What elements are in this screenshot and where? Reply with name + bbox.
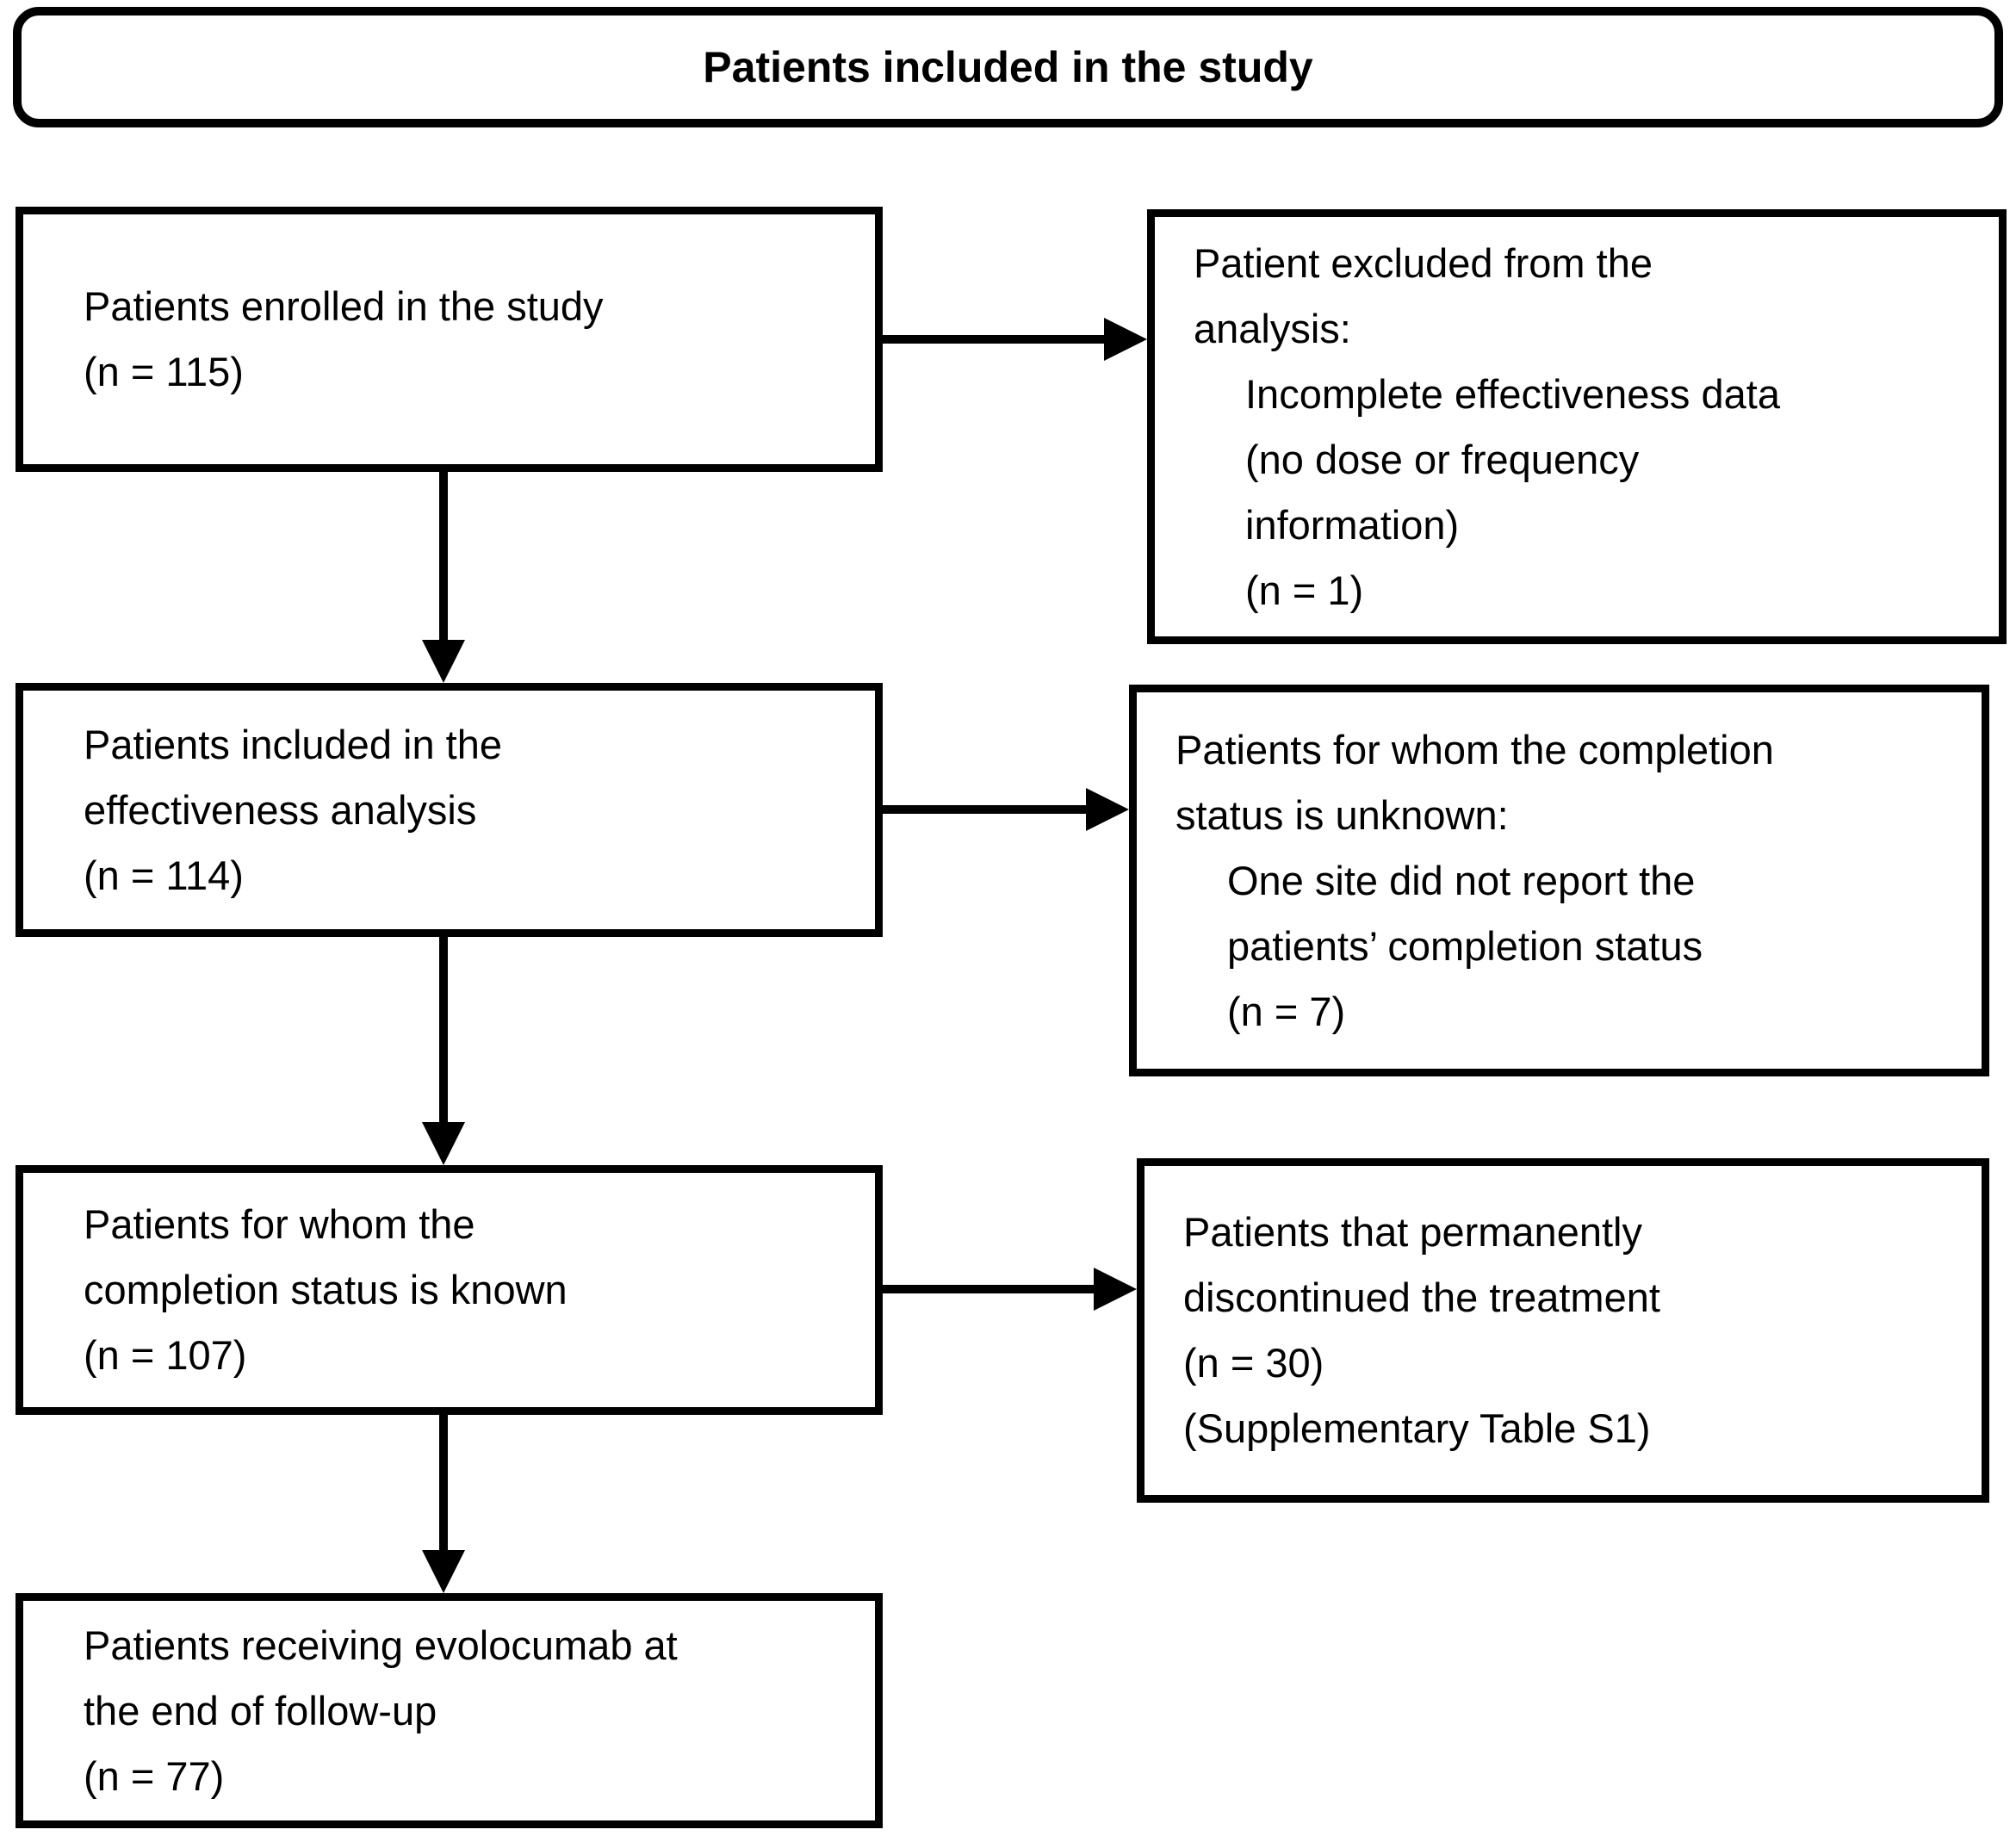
box-n-value: (n = 114) [84, 852, 244, 898]
arrow-known-to-discontinued [882, 1268, 1137, 1311]
box-patient-excluded: Patient excluded from the analysis: Inco… [1147, 209, 2007, 644]
box-n-value: (n = 107) [84, 1332, 247, 1378]
box-text-line: Patients enrolled in the study [84, 283, 604, 329]
box-text-line: status is unknown: [1175, 791, 1509, 838]
box-n-value: (n = 77) [84, 1752, 225, 1799]
box-text-line: the end of follow-up [84, 1687, 437, 1733]
box-completion-status-unknown: Patients for whom the completion status … [1129, 685, 1989, 1076]
arrow-effectiveness-to-unknown [882, 788, 1129, 831]
box-n-value: (n = 115) [84, 349, 244, 394]
box-text-line: completion status is known [84, 1267, 568, 1312]
box-receiving-evolocumab: Patients receiving evolocumab at the end… [16, 1593, 883, 1828]
box-text-line: Patients receiving evolocumab at [84, 1622, 678, 1668]
box-note-line: (Supplementary Table S1) [1183, 1405, 1651, 1451]
box-patients-enrolled: Patients enrolled in the study (n = 115) [16, 207, 883, 472]
box-text-line: Patient excluded from the [1194, 239, 1653, 286]
box-reason-line: information) [1245, 501, 1460, 548]
box-text-line: Patients for whom the completion [1175, 726, 1774, 772]
box-effectiveness-analysis: Patients included in the effectiveness a… [16, 683, 883, 937]
box-n-value: (n = 1) [1245, 567, 1364, 613]
title-box: Patients included in the study [13, 7, 2003, 127]
diagram-title: Patients included in the study [703, 43, 1313, 91]
box-text-line: Patients for whom the [84, 1201, 475, 1247]
box-reason-line: patients’ completion status [1227, 922, 1703, 969]
arrow-known-to-followup [422, 1415, 465, 1593]
box-reason-line: (no dose or frequency [1245, 436, 1640, 482]
box-text-line: discontinued the treatment [1183, 1275, 1660, 1320]
box-discontinued-treatment: Patients that permanently discontinued t… [1137, 1158, 1989, 1503]
box-text-line: Patients included in the [84, 721, 502, 767]
box-completion-status-known: Patients for whom the completion status … [16, 1165, 883, 1415]
arrow-enrolled-to-excluded [882, 318, 1147, 361]
box-reason-line: One site did not report the [1227, 857, 1696, 903]
arrow-effectiveness-to-known [422, 937, 465, 1165]
box-text-line: analysis: [1194, 305, 1351, 351]
box-text-line: effectiveness analysis [84, 786, 477, 833]
box-text-line: Patients that permanently [1183, 1209, 1642, 1255]
box-reason-line: Incomplete effectiveness data [1245, 370, 1780, 417]
box-n-value: (n = 30) [1183, 1340, 1324, 1386]
box-n-value: (n = 7) [1227, 988, 1346, 1034]
